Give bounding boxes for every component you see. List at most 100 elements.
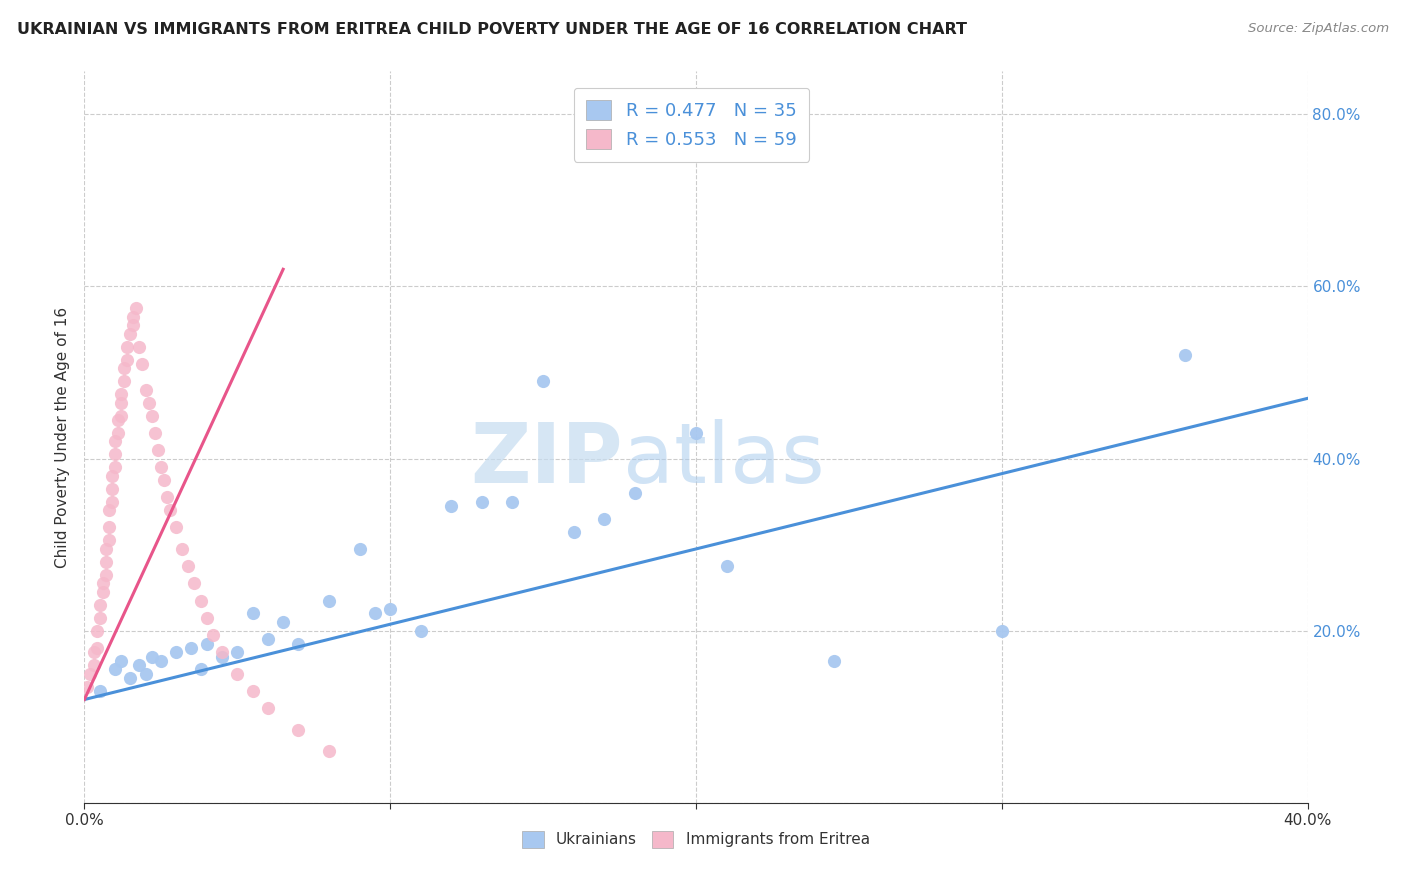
- Point: [1174, 348, 1197, 362]
- Point: [242, 607, 264, 621]
- Point: [349, 541, 371, 556]
- Point: [91, 585, 114, 599]
- Y-axis label: Child Poverty Under the Age of 16: Child Poverty Under the Age of 16: [55, 307, 70, 567]
- Point: [86, 640, 108, 655]
- Point: [149, 460, 172, 475]
- Point: [156, 491, 179, 505]
- Point: [101, 482, 124, 496]
- Point: [685, 425, 707, 440]
- Point: [562, 524, 585, 539]
- Point: [97, 503, 120, 517]
- Point: [104, 460, 127, 475]
- Point: [364, 607, 387, 621]
- Point: [991, 624, 1014, 638]
- Point: [823, 654, 845, 668]
- Point: [172, 541, 194, 556]
- Point: [91, 576, 114, 591]
- Point: [287, 637, 309, 651]
- Point: [104, 434, 127, 449]
- Point: [440, 499, 463, 513]
- Text: ZIP: ZIP: [470, 418, 623, 500]
- Point: [112, 361, 135, 376]
- Point: [97, 533, 120, 548]
- Point: [716, 559, 738, 574]
- Point: [153, 473, 176, 487]
- Point: [318, 593, 340, 607]
- Point: [101, 494, 124, 508]
- Text: atlas: atlas: [623, 418, 824, 500]
- Point: [624, 486, 647, 500]
- Point: [122, 318, 145, 333]
- Point: [471, 494, 494, 508]
- Point: [83, 645, 105, 659]
- Point: [146, 442, 169, 457]
- Point: [110, 654, 132, 668]
- Point: [110, 387, 132, 401]
- Point: [257, 632, 280, 647]
- Point: [131, 357, 153, 371]
- Point: [531, 374, 554, 388]
- Point: [271, 615, 294, 629]
- Point: [159, 503, 181, 517]
- Point: [195, 637, 218, 651]
- Point: [195, 611, 218, 625]
- Point: [128, 658, 150, 673]
- Point: [380, 602, 402, 616]
- Point: [135, 666, 157, 681]
- Point: [409, 624, 432, 638]
- Point: [141, 649, 163, 664]
- Point: [242, 684, 264, 698]
- Point: [104, 662, 127, 676]
- Legend: Ukrainians, Immigrants from Eritrea: Ukrainians, Immigrants from Eritrea: [516, 825, 876, 854]
- Text: UKRAINIAN VS IMMIGRANTS FROM ERITREA CHILD POVERTY UNDER THE AGE OF 16 CORRELATI: UKRAINIAN VS IMMIGRANTS FROM ERITREA CHI…: [17, 22, 967, 37]
- Point: [180, 640, 202, 655]
- Point: [101, 468, 124, 483]
- Point: [120, 326, 142, 341]
- Point: [138, 395, 160, 409]
- Point: [226, 645, 249, 659]
- Point: [211, 645, 233, 659]
- Point: [149, 654, 172, 668]
- Point: [257, 701, 280, 715]
- Point: [183, 576, 205, 591]
- Point: [190, 593, 212, 607]
- Point: [89, 598, 111, 612]
- Point: [79, 666, 101, 681]
- Point: [165, 520, 187, 534]
- Point: [190, 662, 212, 676]
- Point: [112, 374, 135, 388]
- Point: [115, 340, 138, 354]
- Point: [110, 409, 132, 423]
- Point: [318, 744, 340, 758]
- Point: [94, 567, 117, 582]
- Point: [143, 425, 166, 440]
- Point: [76, 680, 98, 694]
- Point: [115, 352, 138, 367]
- Point: [89, 684, 111, 698]
- Point: [165, 645, 187, 659]
- Point: [107, 413, 129, 427]
- Point: [104, 447, 127, 461]
- Point: [110, 395, 132, 409]
- Point: [83, 658, 105, 673]
- Point: [86, 624, 108, 638]
- Point: [201, 628, 224, 642]
- Point: [89, 611, 111, 625]
- Point: [107, 425, 129, 440]
- Point: [226, 666, 249, 681]
- Point: [94, 541, 117, 556]
- Point: [128, 340, 150, 354]
- Point: [211, 649, 233, 664]
- Point: [177, 559, 200, 574]
- Point: [125, 301, 148, 315]
- Point: [502, 494, 524, 508]
- Point: [97, 520, 120, 534]
- Point: [287, 723, 309, 737]
- Point: [120, 671, 142, 685]
- Point: [122, 310, 145, 324]
- Point: [94, 555, 117, 569]
- Point: [593, 512, 616, 526]
- Point: [141, 409, 163, 423]
- Text: Source: ZipAtlas.com: Source: ZipAtlas.com: [1249, 22, 1389, 36]
- Point: [135, 383, 157, 397]
